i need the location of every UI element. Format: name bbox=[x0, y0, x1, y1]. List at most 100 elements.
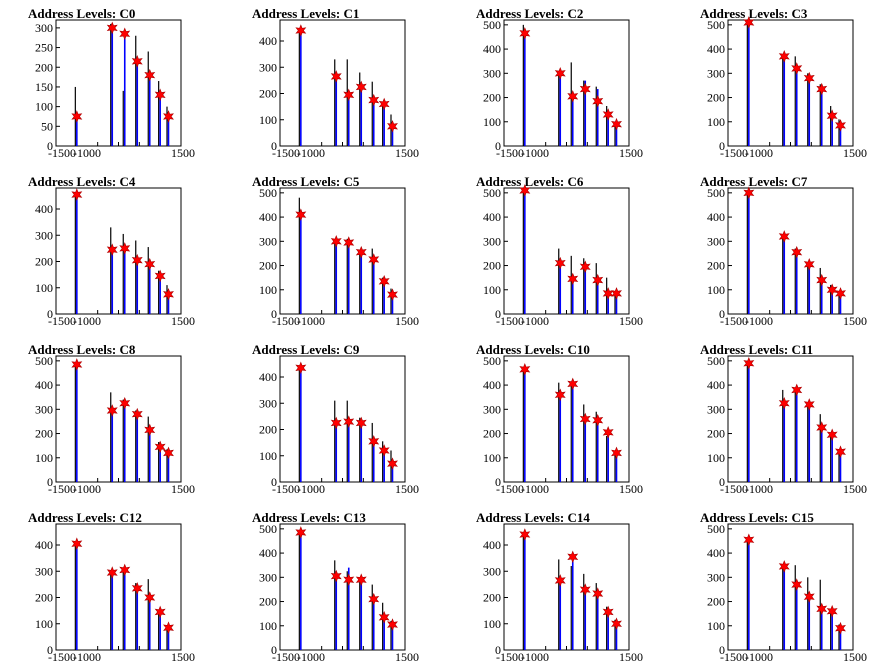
peak-star-marker bbox=[778, 50, 790, 63]
peak-star-marker bbox=[106, 404, 118, 417]
y-tick-label: 400 bbox=[259, 370, 277, 384]
chart-title: Address Levels: C5 bbox=[252, 174, 360, 189]
chart-panel-9: Address Levels: C9 0 100 200 300 400 -1500-100… bbox=[252, 342, 419, 496]
x-tick-label: -1500 bbox=[496, 146, 524, 160]
peak-star-marker bbox=[330, 70, 342, 83]
y-tick-label: 300 bbox=[259, 234, 277, 248]
peak-star-marker bbox=[826, 428, 838, 442]
y-tick-label: 100 bbox=[707, 283, 725, 297]
y-tick-label: 0 bbox=[719, 475, 725, 489]
peak-star-marker bbox=[567, 90, 579, 103]
y-tick-label: 300 bbox=[259, 396, 277, 410]
x-tick-label: -1000 bbox=[73, 650, 101, 664]
peak-star-marker bbox=[567, 550, 579, 564]
peak-star-marker bbox=[154, 605, 166, 619]
x-tick-label: -1000 bbox=[745, 482, 773, 496]
y-tick-label: 0 bbox=[47, 139, 53, 153]
y-tick-label: 400 bbox=[707, 42, 725, 56]
peak-star-marker bbox=[144, 257, 156, 271]
peak-star-marker bbox=[119, 242, 131, 255]
y-tick-label: 200 bbox=[259, 423, 277, 437]
peak-star-marker bbox=[791, 62, 803, 75]
peak-star-marker bbox=[71, 188, 83, 201]
peak-star-marker bbox=[355, 245, 367, 259]
y-tick-label: 0 bbox=[495, 643, 501, 657]
peak-star-marker bbox=[378, 274, 390, 288]
peak-star-marker bbox=[119, 396, 131, 410]
peak-star-marker bbox=[343, 415, 355, 428]
chart-panel-6: Address Levels: C6 0 100 200 300 400 500 -1500-… bbox=[476, 174, 643, 328]
peak-star-marker bbox=[519, 528, 531, 541]
y-tick-label: 200 bbox=[483, 91, 501, 105]
peak-star-marker bbox=[743, 356, 755, 370]
peak-star-marker bbox=[519, 363, 531, 376]
peak-star-marker bbox=[368, 93, 380, 107]
y-tick-label: 200 bbox=[259, 259, 277, 273]
x-tick-label: -1000 bbox=[297, 482, 325, 496]
peak-star-marker bbox=[554, 67, 566, 80]
peak-star-marker bbox=[387, 288, 398, 301]
y-tick-label: 300 bbox=[35, 21, 53, 35]
y-tick-label: 0 bbox=[495, 475, 501, 489]
y-tick-label: 0 bbox=[495, 139, 501, 153]
chart-panel-1: Address Levels: C1 0 100 200 300 400 -1500-100… bbox=[252, 6, 419, 160]
peak-star-marker bbox=[163, 621, 174, 634]
peak-star-marker bbox=[778, 560, 790, 573]
y-tick-label: 200 bbox=[707, 91, 725, 105]
peak-star-marker bbox=[144, 591, 156, 604]
peak-star-marker bbox=[387, 457, 398, 470]
y-tick-label: 100 bbox=[259, 449, 277, 463]
peak-star-marker bbox=[154, 269, 166, 283]
peak-star-marker bbox=[743, 533, 755, 547]
x-tick-label: -1500 bbox=[272, 650, 300, 664]
peak-star-marker bbox=[803, 398, 815, 411]
peak-star-marker bbox=[330, 569, 342, 583]
peak-star-marker bbox=[295, 526, 307, 539]
peak-star-marker bbox=[163, 288, 174, 301]
y-tick-label: 400 bbox=[35, 538, 53, 552]
x-tick-label: -1000 bbox=[297, 146, 325, 160]
chart-panel-3: Address Levels: C3 0 100 200 300 400 500 -1500-… bbox=[700, 6, 867, 160]
x-tick-label: -1500 bbox=[496, 482, 524, 496]
peak-star-marker bbox=[835, 621, 846, 635]
peak-star-marker bbox=[106, 243, 118, 256]
x-tick-label: -1500 bbox=[272, 146, 300, 160]
y-tick-label: 200 bbox=[35, 427, 53, 441]
y-tick-label: 200 bbox=[707, 427, 725, 441]
peak-star-marker bbox=[554, 574, 566, 587]
x-tick-label: 1500 bbox=[843, 650, 867, 664]
y-tick-label: 500 bbox=[259, 186, 277, 200]
y-tick-label: 500 bbox=[259, 522, 277, 536]
peak-star-marker bbox=[803, 590, 815, 603]
peak-star-marker bbox=[519, 27, 531, 40]
peak-star-marker bbox=[368, 253, 380, 266]
peak-star-marker bbox=[826, 604, 838, 618]
peak-star-marker bbox=[611, 446, 622, 460]
peak-star-marker bbox=[592, 413, 604, 427]
y-tick-label: 300 bbox=[259, 60, 277, 74]
peak-star-marker bbox=[567, 377, 579, 391]
chart-panel-15: Address Levels: C15 0 100 200 300 400 500 -1500… bbox=[700, 510, 867, 664]
y-tick-label: 400 bbox=[483, 538, 501, 552]
x-tick-label: 1500 bbox=[619, 314, 643, 328]
chart-panel-10: Address Levels: C10 0 100 200 300 400 500 -1500… bbox=[476, 342, 643, 496]
y-tick-label: 400 bbox=[35, 378, 53, 392]
peak-star-marker bbox=[71, 110, 83, 123]
x-tick-label: -1000 bbox=[521, 314, 549, 328]
y-tick-label: 200 bbox=[483, 259, 501, 273]
y-tick-label: 0 bbox=[271, 139, 277, 153]
y-tick-label: 300 bbox=[707, 402, 725, 416]
y-tick-label: 100 bbox=[707, 115, 725, 129]
peak-star-marker bbox=[816, 421, 828, 434]
chart-title: Address Levels: C12 bbox=[28, 510, 142, 525]
x-tick-label: 1500 bbox=[171, 314, 195, 328]
chart-title: Address Levels: C1 bbox=[252, 6, 359, 21]
peak-star-marker bbox=[343, 573, 355, 587]
y-tick-label: 100 bbox=[483, 115, 501, 129]
x-tick-label: -1500 bbox=[48, 314, 76, 328]
y-tick-label: 0 bbox=[719, 139, 725, 153]
peak-star-marker bbox=[343, 88, 355, 102]
y-tick-label: 100 bbox=[707, 451, 725, 465]
x-tick-label: -1500 bbox=[496, 650, 524, 664]
x-tick-label: -1000 bbox=[745, 314, 773, 328]
